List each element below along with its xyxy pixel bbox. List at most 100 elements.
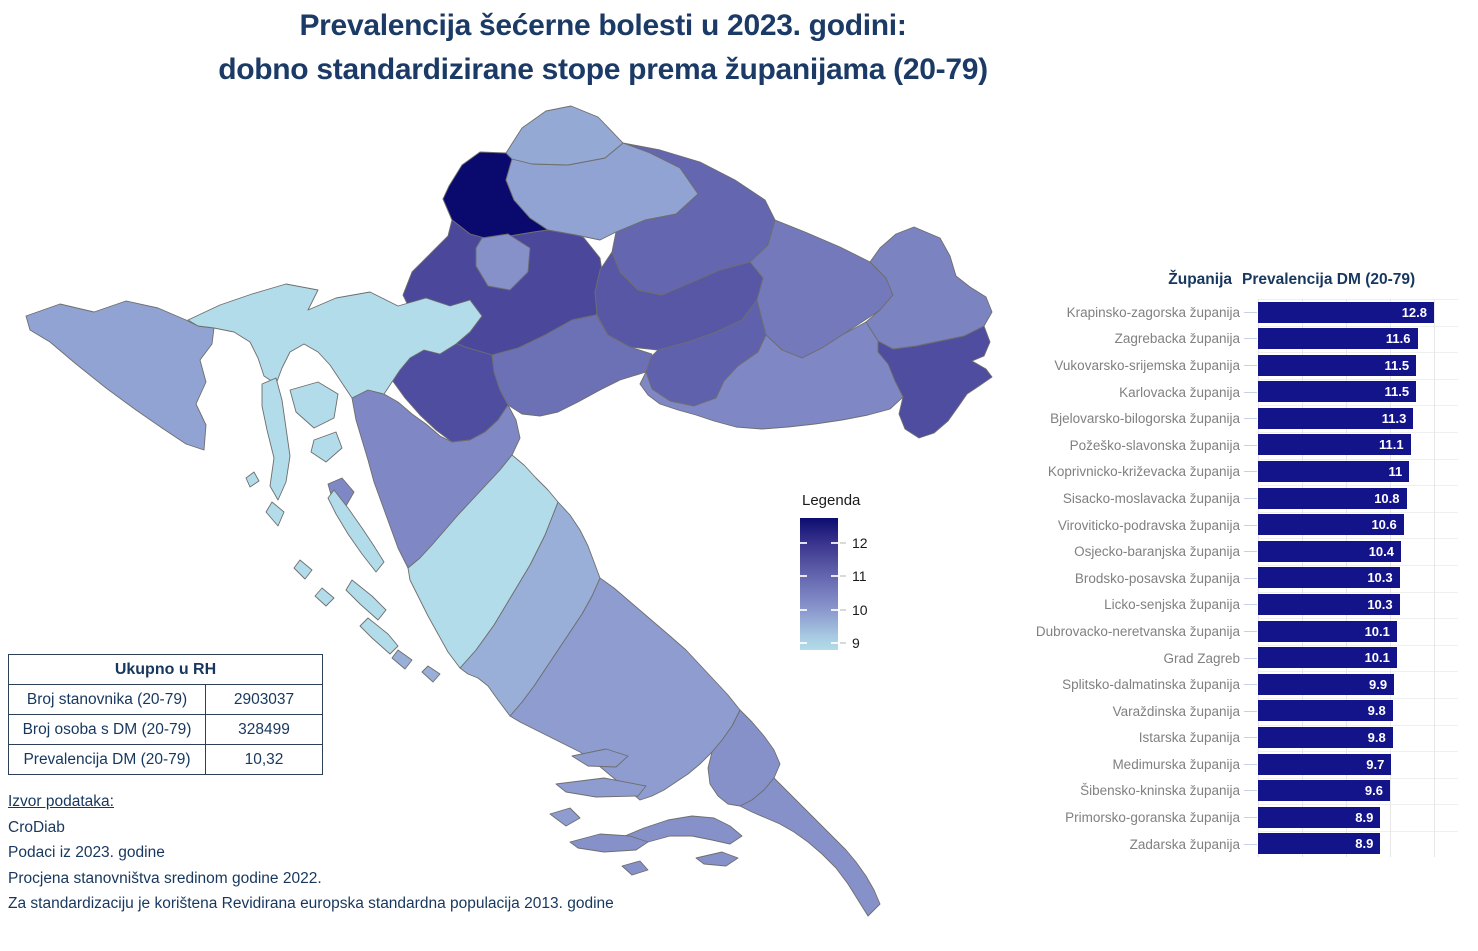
map-region-zadarska-island-3 — [359, 617, 399, 655]
bar-leader-tick — [1244, 684, 1257, 686]
map-region-primorsko — [187, 283, 483, 399]
bar-track: 12.8 — [1258, 299, 1458, 326]
bar-leader-tick — [1244, 497, 1257, 499]
bar-row-karlovacka: Karlovacka županija 11.5 — [1004, 378, 1474, 406]
bar-fill: 11.5 — [1258, 381, 1417, 403]
map-region-brodsko — [639, 321, 904, 430]
bar-leader-tick — [1244, 630, 1257, 632]
bar-fill: 10.1 — [1258, 647, 1397, 669]
map-region-primorsko-island-3 — [265, 501, 285, 527]
bar-label: Zagrebacka županija — [1114, 331, 1240, 347]
map-region-primorsko-island-1 — [289, 381, 339, 429]
bar-label: Bjelovarsko-bilogorska županija — [1050, 411, 1240, 427]
bar-row-koprivnicko: Koprivnicko-križevacka županija 11 — [1004, 458, 1474, 486]
source-line-4: Za standardizaciju je korištena Revidira… — [8, 895, 614, 912]
page-title-line1: Prevalencija šećerne bolesti u 2023. god… — [299, 9, 907, 42]
bar-fill: 9.9 — [1258, 673, 1395, 695]
bar-track: 9.7 — [1258, 751, 1458, 778]
source-lines: CroDiab Podaci iz 2023. godine Procjena st… — [8, 815, 614, 917]
map-region-dubrovacko-island-1 — [739, 777, 881, 917]
bar-label: Šibensko-kninska županija — [1080, 783, 1240, 799]
bar-fill: 11.3 — [1258, 407, 1414, 429]
bar-fill: 9.6 — [1258, 780, 1390, 802]
bar-track: 10.1 — [1258, 618, 1458, 645]
bar-label: Splitsko-dalmatinska županija — [1062, 677, 1240, 693]
bar-row-medimurska: Medimurska županija 9.7 — [1004, 751, 1474, 778]
bar-row-zadarska: Zadarska županija 8.9 — [1004, 830, 1474, 858]
bar-label: Krapinsko-zagorska županija — [1066, 304, 1240, 320]
bar-row-pozesko: Požeško-slavonska županija 11.1 — [1004, 431, 1474, 459]
bar-leader-tick — [1244, 338, 1257, 340]
legend-tick-mark — [840, 542, 846, 545]
bar-track: 10.3 — [1258, 564, 1458, 592]
map-region-osjecko — [865, 226, 993, 350]
chart-header-county: Županija — [1168, 271, 1232, 288]
source-notes: Izvor podataka: CroDiab Podaci iz 2023. g… — [8, 789, 614, 917]
table-row: Broj stanovnika (20-79) 2903037 — [8, 684, 323, 715]
legend-tick-mark — [831, 641, 838, 644]
legend-tick-mark — [800, 608, 807, 611]
bar-leader-tick — [1244, 444, 1257, 446]
legend-tick-mark — [831, 542, 838, 545]
bar-value: 9.8 — [1367, 703, 1386, 719]
bar-value: 11.1 — [1379, 437, 1404, 453]
bar-track: 11 — [1258, 458, 1458, 486]
bar-track: 9.8 — [1258, 697, 1458, 725]
page-title-line2: dobno standardizirane stope prema župani… — [218, 53, 988, 86]
map-region-grad-zagreb — [475, 233, 531, 291]
bar-track: 8.9 — [1258, 830, 1458, 858]
bar-value: 11 — [1388, 464, 1403, 480]
bar-row-primorsko: Primorsko-goranska županija 8.9 — [1004, 804, 1474, 831]
bar-track: 10.4 — [1258, 538, 1458, 565]
bar-label: Koprivnicko-križevacka županija — [1047, 464, 1240, 480]
prevalence-value: 10,32 — [205, 744, 323, 775]
bar-label: Medimurska županija — [1112, 756, 1240, 772]
table-row: Prevalencija DM (20-79) 10,32 — [8, 744, 323, 775]
bar-label: Brodsko-posavska županija — [1074, 570, 1240, 586]
bar-value: 12.8 — [1401, 304, 1427, 320]
summary-table: Ukupno u RH Broj stanovnika (20-79) 2903… — [8, 654, 323, 775]
bar-fill: 11.5 — [1258, 354, 1417, 376]
bar-value: 9.6 — [1364, 783, 1383, 799]
county-prevalence-bar-chart: Županija Prevalencija DM (20-79) Krapins… — [1004, 261, 1474, 858]
bar-leader-tick — [1244, 737, 1257, 739]
population-label: Broj stanovnika (20-79) — [8, 684, 206, 715]
map-region-sibensko-island-1 — [391, 649, 413, 670]
bar-leader-tick — [1244, 471, 1257, 473]
source-heading: Izvor podataka: — [8, 793, 114, 810]
bar-fill: 10.3 — [1258, 594, 1400, 616]
bar-value: 10.1 — [1364, 650, 1390, 666]
bar-fill: 10.6 — [1258, 514, 1404, 536]
bar-row-osjecko: Osjecko-baranjska županija 10.4 — [1004, 538, 1474, 565]
bar-row-varazdinska: Varaždinska županija 9.8 — [1004, 697, 1474, 725]
legend-tick-mark — [831, 608, 838, 611]
bar-row-dubrovacko: Dubrovacko-neretvanska županija 10.1 — [1004, 618, 1474, 645]
bar-label: Primorsko-goranska županija — [1065, 810, 1240, 826]
map-region-splitsko-island-2 — [555, 777, 647, 798]
bar-fill: 9.8 — [1258, 700, 1393, 722]
bar-track: 10.8 — [1258, 485, 1458, 512]
bar-leader-tick — [1244, 817, 1257, 819]
bar-row-brodsko: Brodsko-posavska županija 10.3 — [1004, 564, 1474, 592]
map-region-dubrovacko-island-3 — [569, 833, 649, 853]
bar-fill: 10.3 — [1258, 567, 1400, 589]
legend-tick-12: 12 — [852, 535, 868, 552]
bar-leader-tick — [1244, 391, 1257, 393]
map-region-zadarska — [407, 454, 559, 669]
bar-row-sisacko: Sisacko-moslavacka županija 10.8 — [1004, 485, 1474, 512]
legend-tick-mark — [800, 575, 807, 578]
legend-tick-mark — [800, 542, 807, 545]
legend-tick-9: 9 — [852, 634, 860, 651]
bar-row-viroviticko: Viroviticko-podravska županija 10.6 — [1004, 511, 1474, 539]
bar-track: 11.1 — [1258, 431, 1458, 459]
map-region-zadarska-island-5 — [314, 587, 335, 607]
bar-label: Istarska županija — [1138, 730, 1240, 746]
chart-header-prevalence: Prevalencija DM (20-79) — [1242, 271, 1416, 288]
map-region-istarska — [25, 300, 215, 451]
map-region-primorsko-island-4 — [310, 431, 343, 463]
bar-track: 9.8 — [1258, 724, 1458, 752]
bar-leader-tick — [1244, 418, 1257, 420]
dm-count-label: Broj osoba s DM (20-79) — [8, 714, 206, 745]
bar-track: 10.6 — [1258, 511, 1458, 539]
chart-rows: Krapinsko-zagorska županija 12.8 Zagreback… — [1004, 299, 1474, 858]
